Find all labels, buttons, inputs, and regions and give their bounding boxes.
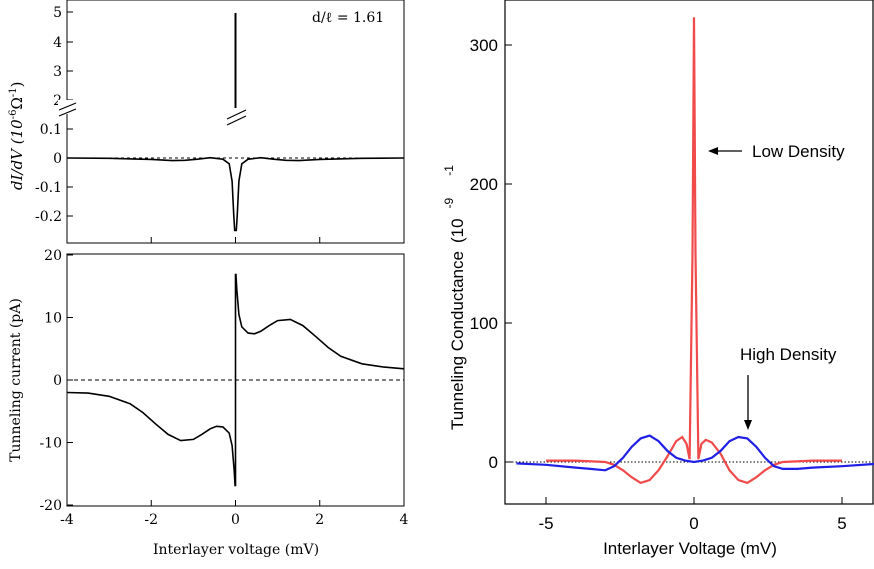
didv-y-axis-label: dI/dV (10-6Ω-1): [8, 81, 26, 190]
current-x-tick-labels: -4 -2 0 2 4: [60, 512, 408, 528]
high-density-label: High Density: [740, 345, 837, 364]
didv-y-tick-label: -0.1: [35, 180, 62, 196]
panel-didv: 5 4 3 2 0.1 0 -0.1 -0.2 d/ℓ = 1.61 dI/dV (10-6Ω…: [8, 0, 405, 244]
current-curve: [66, 273, 405, 487]
conductance-x-tick-labels: -5 0 5: [538, 514, 846, 533]
conductance-x-tick-label: 0: [689, 514, 698, 533]
high-density-arrow: [744, 375, 752, 430]
current-x-tick-label: -2: [144, 512, 158, 528]
current-y-axis-label: Tunneling current (pA): [8, 298, 24, 462]
didv-annotation: d/ℓ = 1.61: [312, 10, 384, 26]
current-tick-marks: [66, 254, 405, 506]
current-y-tick-label: 10: [44, 311, 62, 327]
didv-y-tick-label: 0: [53, 151, 62, 167]
current-y-tick-label: -20: [39, 498, 62, 514]
conductance-y-tick-label: 0: [489, 453, 498, 472]
current-x-tick-label: -4: [60, 512, 74, 528]
conductance-y-tick-label: 300: [470, 36, 498, 55]
low-density-curve: [546, 17, 842, 485]
didv-y-tick-label: -0.2: [35, 209, 62, 225]
didv-y-tick-labels: 5 4 3 2 0.1 0 -0.1 -0.2: [35, 5, 62, 225]
current-y-tick-labels: 20 10 0 -10 -20: [39, 248, 62, 514]
current-y-tick-label: 0: [53, 373, 62, 389]
conductance-y-tick-label: 100: [470, 314, 498, 333]
axis-break-center: [225, 106, 247, 126]
panel-conductance: 300 200 100 0 -5 0 5 Low Density High Density…: [442, 0, 874, 558]
didv-y-tick-label: 4: [53, 35, 62, 51]
conductance-x-axis-label: Interlayer Voltage (mV): [603, 539, 777, 558]
didv-y-tick-label: 2: [53, 93, 62, 109]
current-y-tick-label: 20: [44, 248, 62, 264]
conductance-x-tick-label: 5: [837, 514, 846, 533]
axis-break-left: [58, 100, 78, 117]
high-density-curve: [516, 434, 874, 472]
conductance-x-tick-label: -5: [538, 514, 553, 533]
low-density-arrow: [708, 147, 742, 155]
conductance-tick-marks: [505, 44, 843, 504]
conductance-y-tick-labels: 300 200 100 0: [470, 36, 498, 472]
didv-y-tick-label: 5: [53, 5, 62, 21]
current-x-tick-label: 2: [315, 512, 324, 528]
didv-curve: [66, 156, 405, 232]
current-x-tick-label: 4: [400, 512, 409, 528]
panel-conductance-frame: [504, 0, 874, 505]
low-density-label: Low Density: [752, 142, 845, 161]
conductance-y-axis-label: Tunneling Conductance(10-9-1: [442, 165, 467, 430]
didv-y-tick-label: 3: [53, 64, 62, 80]
current-y-tick-label: -10: [39, 436, 62, 452]
current-x-tick-label: 0: [231, 512, 240, 528]
conductance-y-tick-label: 200: [470, 175, 498, 194]
current-x-axis-label: Interlayer voltage (mV): [153, 542, 319, 558]
didv-y-tick-label: 0.1: [40, 122, 62, 138]
